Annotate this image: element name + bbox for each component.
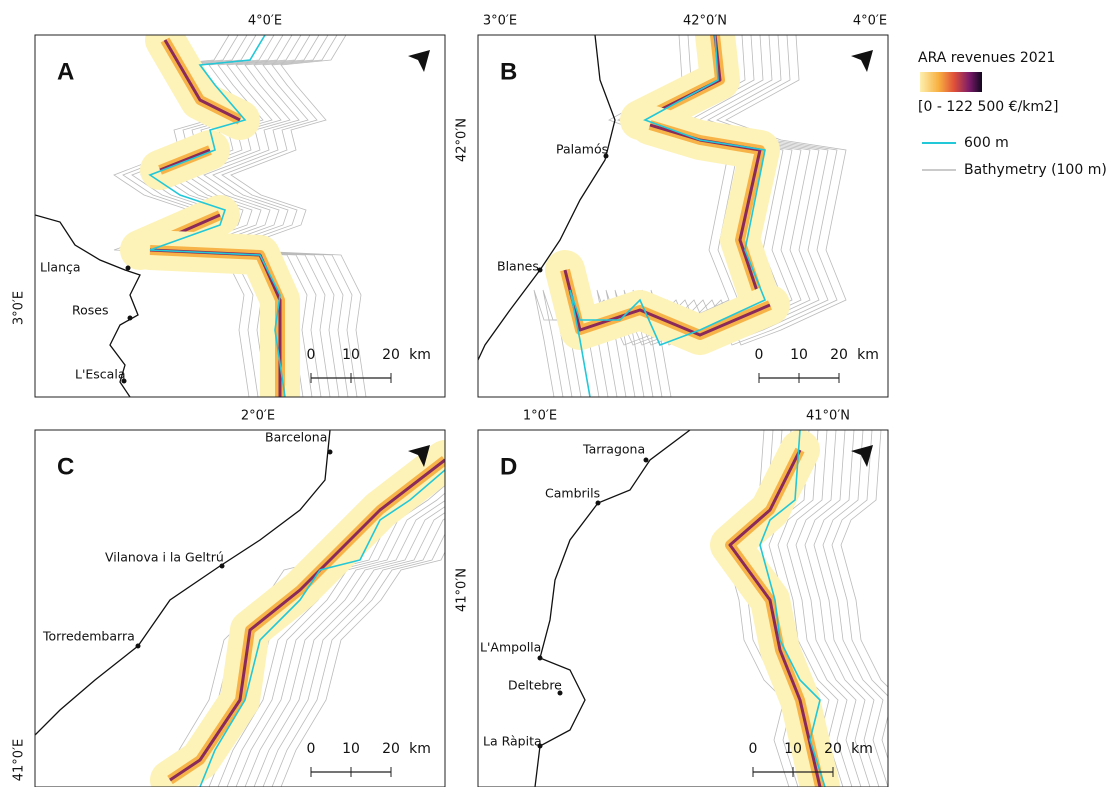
place-dot [220, 564, 225, 569]
place-label: L'Ampolla [480, 640, 541, 655]
place-dot [538, 744, 543, 749]
map-content [478, 430, 906, 787]
graticule-label: 1°0′E [523, 409, 557, 424]
place-label: Tarragona [582, 442, 645, 457]
scale-label: 0 [749, 741, 758, 757]
map-panel: C 2°0′E 41°0′E Barcelona Vilanova i la Geltr… [12, 409, 527, 788]
legend-title: ARA revenues 2021 [918, 50, 1055, 66]
place-label: Barcelona [265, 430, 327, 445]
scale-label: 10 [784, 741, 802, 757]
graticule-label: 4°0′E [248, 14, 282, 29]
place-label: Cambrils [545, 486, 600, 501]
graticule-label: 3°0′E [483, 14, 517, 29]
scale-label: 10 [790, 347, 808, 363]
place-dot [128, 316, 133, 321]
panel-letter: A [57, 58, 74, 85]
legend-range: [0 - 122 500 €/km2] [918, 99, 1058, 115]
map-panel: D 1°0′E 41°0′N 41°0′N Tarragona Cambrils L'Amp… [455, 409, 907, 788]
scale-label: 10 [342, 741, 360, 757]
scale-label: 20 [830, 347, 848, 363]
graticule-label: 42°0′N [455, 118, 470, 162]
panel-letter: D [500, 453, 517, 480]
place-dot [538, 656, 543, 661]
place-dot [644, 458, 649, 463]
sea [35, 35, 445, 397]
scale-label: 10 [342, 347, 360, 363]
place-label: Llança [40, 260, 81, 275]
legend-item: Bathymetry (100 m) [964, 162, 1107, 178]
place-dot [596, 501, 601, 506]
scale-label: km [409, 741, 431, 757]
graticule-label: 42°0′N [683, 14, 727, 29]
place-dot [126, 266, 131, 271]
place-label: Blanes [497, 259, 539, 274]
place-label: La Ràpita [483, 734, 542, 749]
graticule-label: 41°0′E [12, 739, 27, 781]
place-dot [538, 268, 543, 273]
graticule-label: 2°0′E [241, 409, 275, 424]
map-content [35, 430, 526, 787]
map-content [478, 35, 888, 397]
scale-label: 0 [307, 347, 316, 363]
scale-label: km [851, 741, 873, 757]
place-label: Torredembarra [42, 629, 135, 644]
place-label: Deltebre [508, 678, 562, 693]
panel-letter: B [500, 58, 517, 85]
map-content [35, 35, 445, 397]
place-dot [604, 154, 609, 159]
legend: ARA revenues 2021 [0 - 122 500 €/km2] 60… [918, 50, 1107, 178]
place-label: L'Escala [75, 367, 125, 382]
map-panel: A 4°0′E 3°0′E Llança Roses L'Escala 0 10 20 km [12, 14, 446, 398]
scale-label: 20 [382, 347, 400, 363]
color-ramp [920, 72, 982, 92]
scale-label: 20 [382, 741, 400, 757]
panel-letter: C [57, 453, 74, 480]
place-label: Palamós [556, 142, 608, 157]
place-dot [328, 450, 333, 455]
place-label: Vilanova i la Geltrú [105, 550, 224, 565]
graticule-label: 41°0′N [455, 568, 470, 612]
scale-label: 20 [824, 741, 842, 757]
legend-item: 600 m [964, 135, 1009, 151]
graticule-label: 41°0′N [806, 409, 850, 424]
map-panel: B 3°0′E 42°0′N 4°0′E 42°0′N Palamós Blanes 0 10 2… [455, 14, 889, 398]
graticule-label: 4°0′E [853, 14, 887, 29]
scale-label: 0 [307, 741, 316, 757]
graticule-label: 3°0′E [12, 291, 27, 325]
scale-label: km [409, 347, 431, 363]
place-label: Roses [72, 303, 109, 318]
scale-label: km [857, 347, 879, 363]
place-dot [122, 379, 127, 384]
scale-label: 0 [755, 347, 764, 363]
figure: ARA revenues 2021 [0 - 122 500 €/km2] 60… [0, 0, 1114, 787]
place-dot [136, 644, 141, 649]
place-dot [558, 691, 563, 696]
